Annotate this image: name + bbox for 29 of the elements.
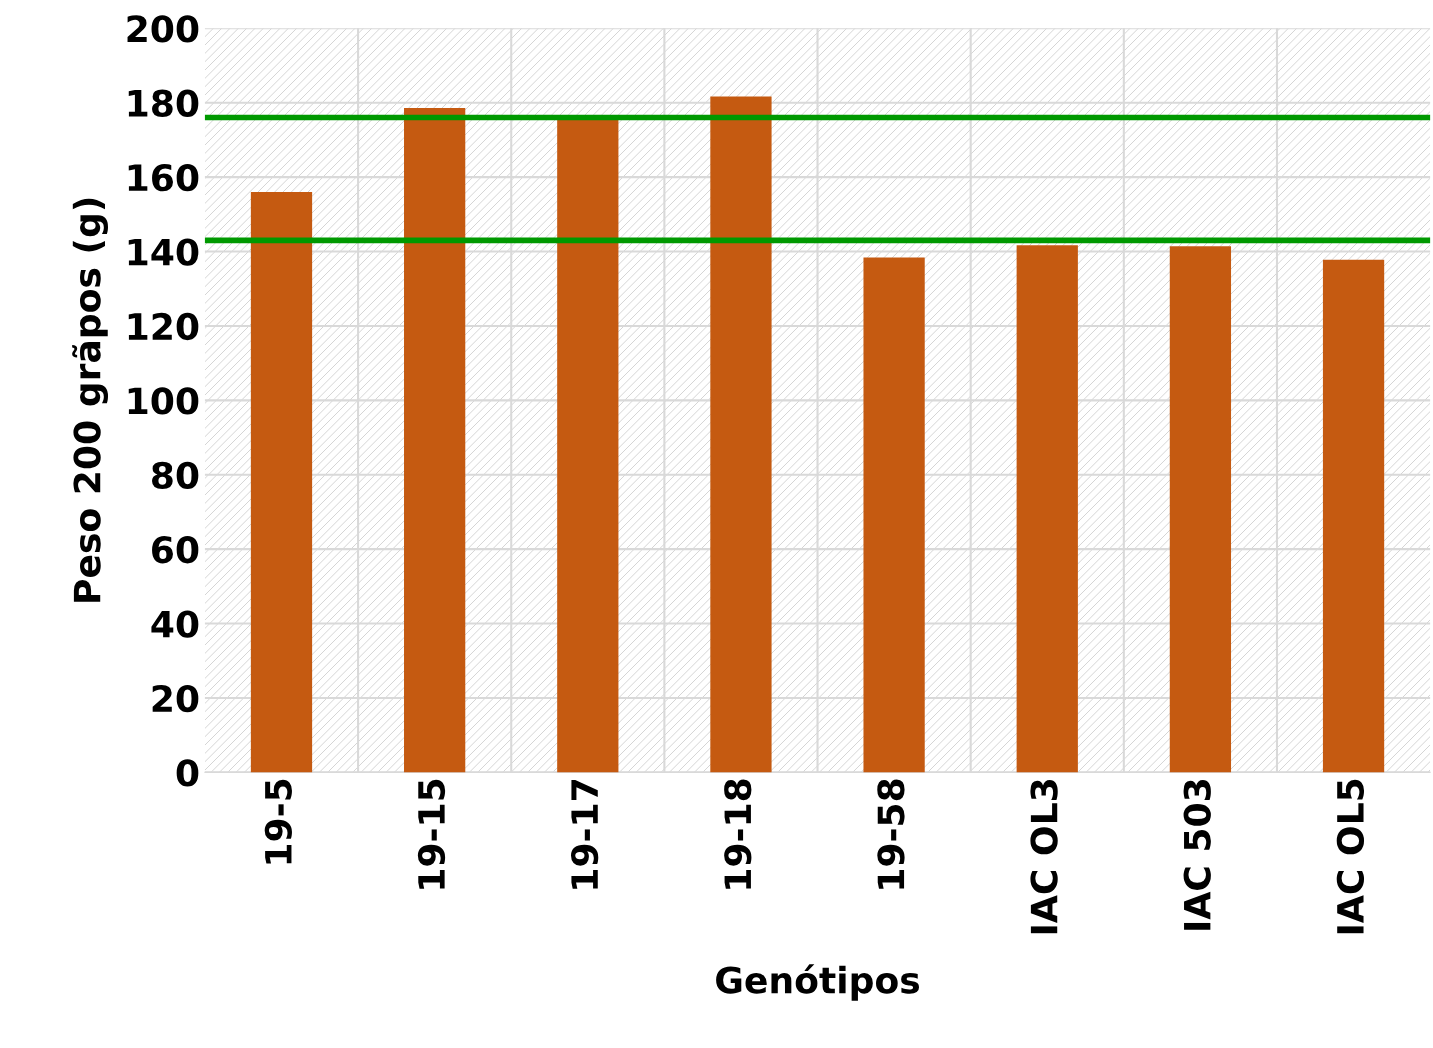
- y-tick-label: 20: [152, 684, 199, 713]
- y-tick-label: 120: [128, 312, 199, 341]
- y-tick-label: 140: [128, 238, 199, 266]
- x-tick-label: IAC OL5: [1336, 779, 1365, 934]
- x-tick-label: IAC OL3: [1030, 780, 1058, 934]
- x-tick-label: 19-17: [571, 780, 599, 889]
- bar: [250, 191, 313, 773]
- x-tick-label: 19-15: [417, 779, 446, 889]
- y-tick-label: 200: [127, 15, 199, 43]
- bar: [404, 107, 466, 773]
- y-tick-label: 60: [152, 536, 199, 564]
- x-axis-title: Genótipos: [716, 964, 920, 1001]
- y-tick-label: 100: [128, 387, 199, 415]
- y-tick-label: 160: [128, 164, 199, 192]
- x-tick-label: 19-5: [264, 779, 292, 864]
- bar: [863, 257, 925, 773]
- x-tick-label: 19-18: [724, 779, 752, 889]
- bar: [710, 96, 772, 773]
- y-tick-label: 0: [176, 759, 199, 787]
- x-tick-label: 19-58: [877, 779, 905, 889]
- bar: [1322, 259, 1385, 773]
- bar: [557, 117, 619, 773]
- bar: [1016, 245, 1078, 773]
- y-tick-label: 40: [151, 610, 199, 638]
- bar: [1169, 246, 1232, 773]
- y-axis-title: Peso 200 grãpos (g): [72, 198, 109, 602]
- y-tick-label: 180: [128, 89, 199, 117]
- x-tick-label: IAC 503: [1183, 780, 1211, 930]
- y-tick-label: 80: [152, 461, 199, 489]
